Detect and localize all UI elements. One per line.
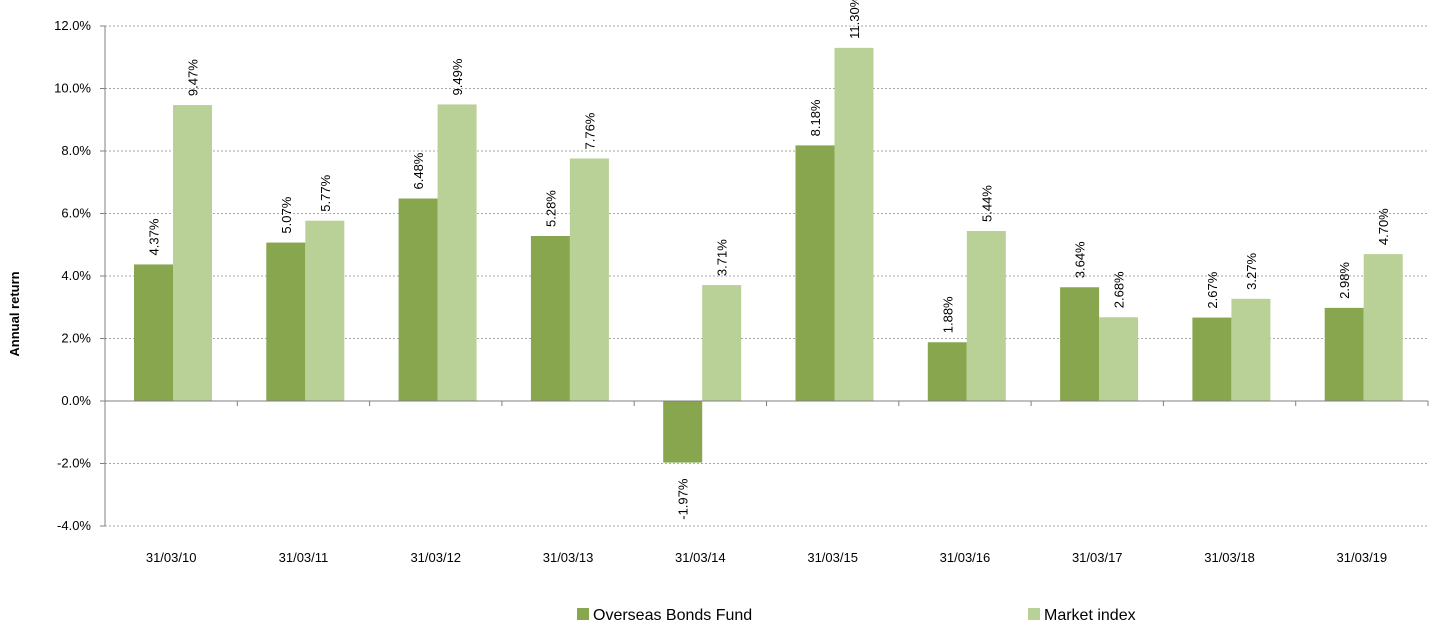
data-label: 1.88% — [940, 296, 955, 333]
bars — [134, 47, 1403, 463]
data-label: 11.30% — [847, 0, 862, 39]
legend: Overseas Bonds Fund Market index — [577, 607, 1136, 624]
bar-market-index — [305, 220, 345, 401]
bar-overseas-bonds-fund — [1060, 287, 1100, 401]
data-label: 5.44% — [979, 185, 994, 222]
data-label: 7.76% — [582, 112, 597, 149]
bar-overseas-bonds-fund — [927, 342, 967, 401]
legend-label: Overseas Bonds Fund — [593, 607, 752, 624]
bar-market-index — [173, 105, 212, 401]
y-tick-label: 10.0% — [54, 81, 91, 96]
bar-overseas-bonds-fund — [663, 401, 703, 463]
data-label: 2.98% — [1337, 262, 1352, 299]
data-label: 8.18% — [808, 99, 823, 136]
bar-overseas-bonds-fund — [1324, 307, 1364, 401]
bar-overseas-bonds-fund — [530, 236, 570, 401]
bar-market-index — [834, 47, 874, 401]
x-tick-label: 31/03/17 — [1072, 550, 1123, 565]
bar-market-index — [437, 104, 477, 401]
bar-overseas-bonds-fund — [1192, 317, 1232, 401]
data-labels: 4.37% 5.07% 6.48% 5.28% -1.97% 8.18% 1.88% 3.64… — [147, 0, 1392, 520]
bar-market-index — [1231, 298, 1271, 401]
y-tick-label: 4.0% — [61, 268, 91, 283]
data-label: -1.97% — [676, 478, 691, 520]
y-axis-label: Annual return — [7, 271, 22, 356]
bar-market-index — [1099, 317, 1139, 401]
y-tick-label: 0.0% — [61, 393, 91, 408]
data-label: 2.68% — [1112, 271, 1127, 308]
data-label: 5.77% — [318, 174, 333, 211]
bar-overseas-bonds-fund — [134, 264, 173, 401]
data-label: 5.28% — [543, 190, 558, 227]
x-tick-label: 31/03/18 — [1204, 550, 1255, 565]
y-tick-label: 12.0% — [54, 18, 91, 33]
data-label: 3.27% — [1244, 253, 1259, 290]
data-label: 4.70% — [1376, 208, 1391, 245]
bar-market-index — [966, 231, 1006, 401]
data-label: 6.48% — [411, 152, 426, 189]
y-tick-label: -4.0% — [57, 518, 91, 533]
x-tick-label: 31/03/11 — [279, 550, 329, 565]
x-tick-label: 31/03/14 — [675, 550, 726, 565]
bar-market-index — [702, 285, 742, 401]
bar-overseas-bonds-fund — [398, 198, 438, 401]
x-tick-label: 31/03/10 — [146, 550, 197, 565]
legend-label: Market index — [1044, 607, 1136, 624]
x-tick-label: 31/03/19 — [1337, 550, 1388, 565]
data-label: 3.71% — [715, 239, 730, 276]
legend-swatch — [577, 608, 589, 620]
bar-market-index — [569, 158, 609, 401]
bar-overseas-bonds-fund — [795, 145, 835, 401]
data-label: 9.49% — [450, 58, 465, 95]
y-axis-ticks: -4.0% -2.0% 0.0% 2.0% 4.0% 6.0% 8.0% 10.0% 12.0% — [54, 18, 91, 533]
x-tick-label: 31/03/16 — [940, 550, 991, 565]
data-label: 4.37% — [147, 218, 162, 255]
axes — [100, 25, 1429, 527]
y-tick-label: 8.0% — [61, 143, 91, 158]
x-tick-label: 31/03/13 — [543, 550, 594, 565]
legend-swatch — [1028, 608, 1040, 620]
y-tick-label: 2.0% — [61, 331, 91, 346]
x-tick-label: 31/03/12 — [410, 550, 461, 565]
y-tick-label: -2.0% — [57, 456, 91, 471]
bar-overseas-bonds-fund — [266, 242, 306, 401]
x-tick-label: 31/03/15 — [807, 550, 858, 565]
x-axis-ticks: 31/03/10 31/03/11 31/03/12 31/03/13 31/03/14… — [146, 550, 1387, 565]
data-label: 9.47% — [186, 59, 201, 96]
data-label: 3.64% — [1073, 241, 1088, 278]
data-label: 2.67% — [1205, 271, 1220, 308]
bar-market-index — [1363, 254, 1403, 401]
data-label: 5.07% — [279, 196, 294, 233]
y-tick-label: 6.0% — [61, 206, 91, 221]
